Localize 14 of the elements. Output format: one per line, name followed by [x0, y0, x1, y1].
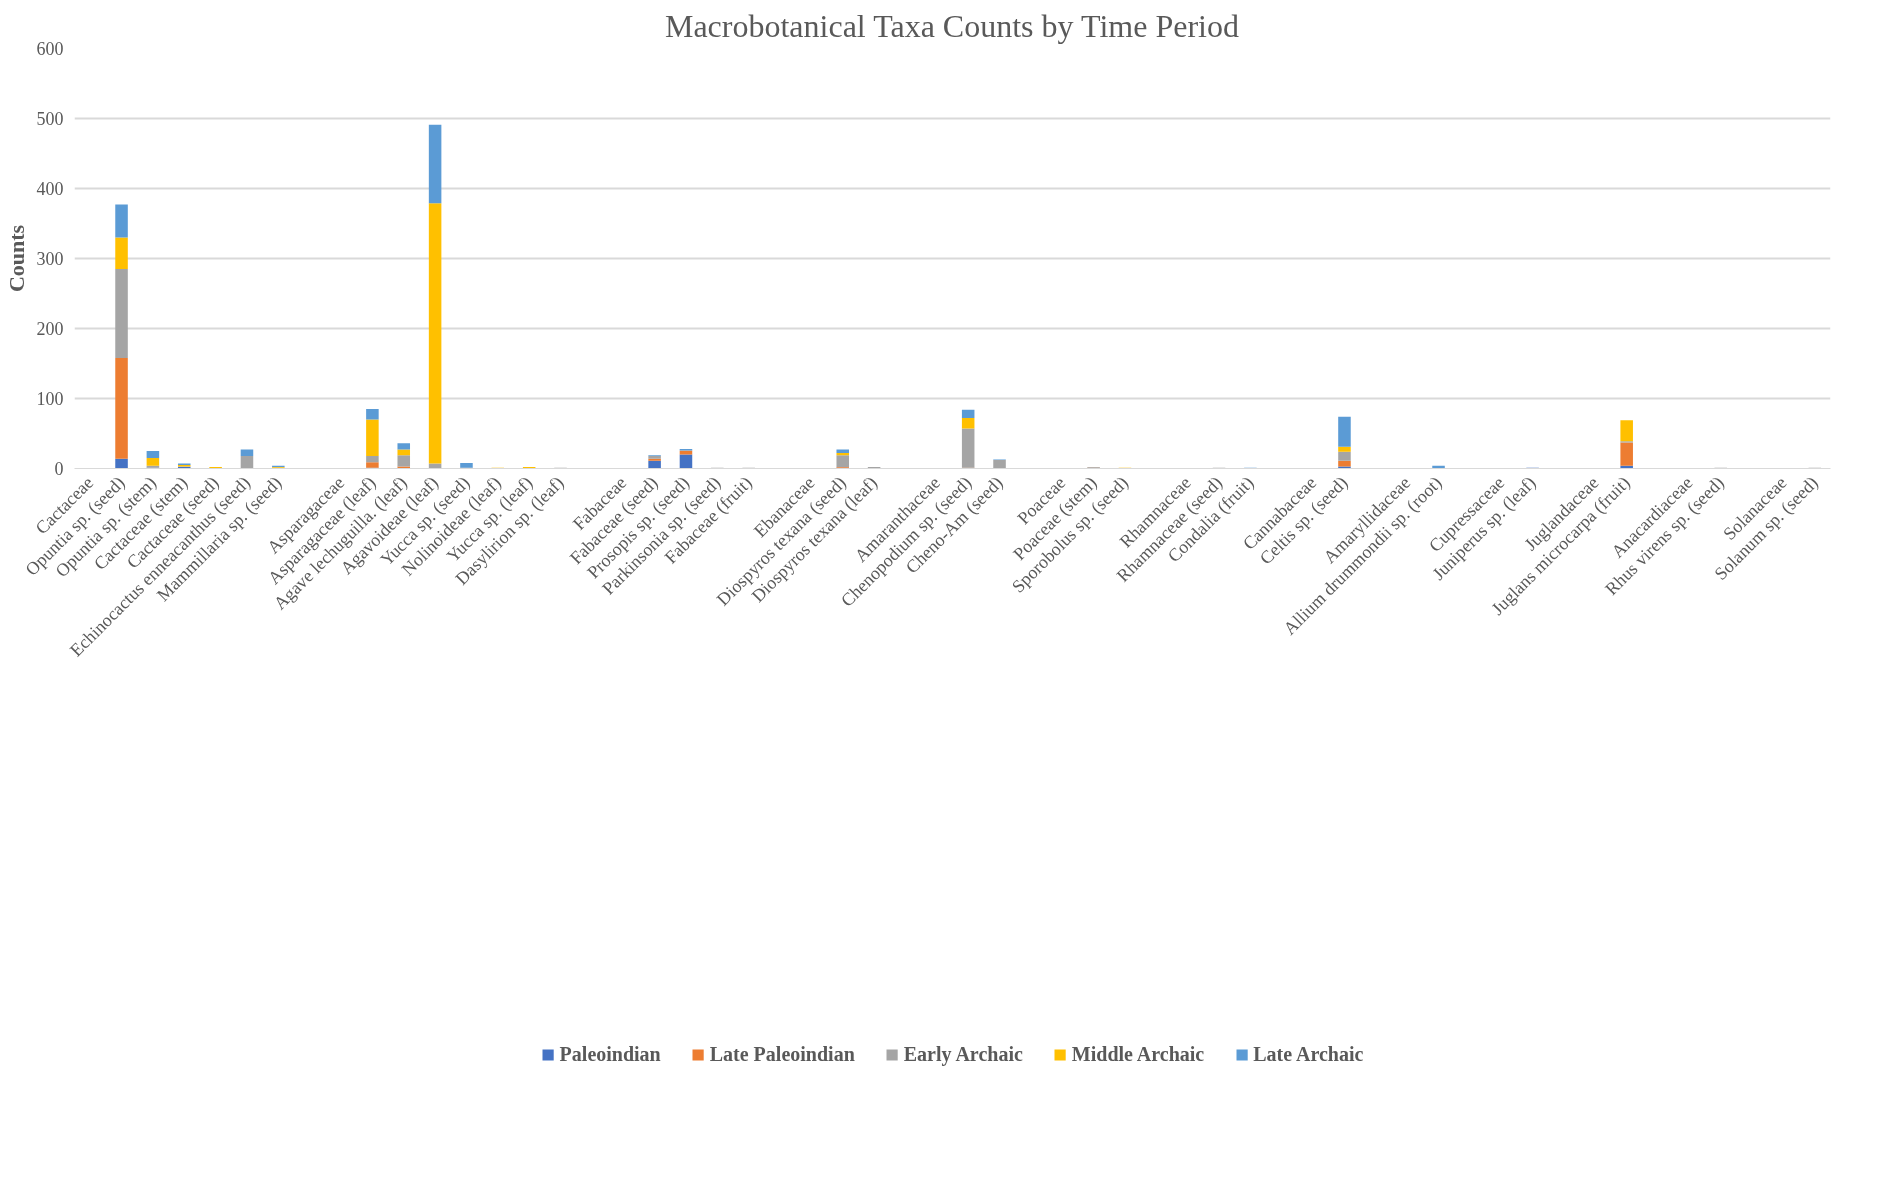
legend-label: Middle Archaic: [1071, 1042, 1205, 1066]
y-tick-label: 600: [36, 39, 64, 59]
y-tick-label: 0: [54, 459, 64, 479]
chart-title: Macrobotanical Taxa Counts by Time Period: [664, 7, 1239, 44]
y-tick-label: 200: [36, 319, 64, 339]
y-tick-label: 500: [36, 109, 64, 129]
legend-label: Paleoindian: [559, 1042, 661, 1066]
y-tick-label: 400: [36, 179, 64, 199]
legend-label: Late Paleoindian: [709, 1042, 855, 1066]
legend-label: Early Archaic: [903, 1042, 1023, 1066]
y-tick-label: 100: [36, 389, 64, 409]
legend-label: Late Archaic: [1253, 1042, 1364, 1066]
y-axis-title: Counts: [3, 224, 29, 293]
y-tick-label: 300: [36, 249, 64, 269]
